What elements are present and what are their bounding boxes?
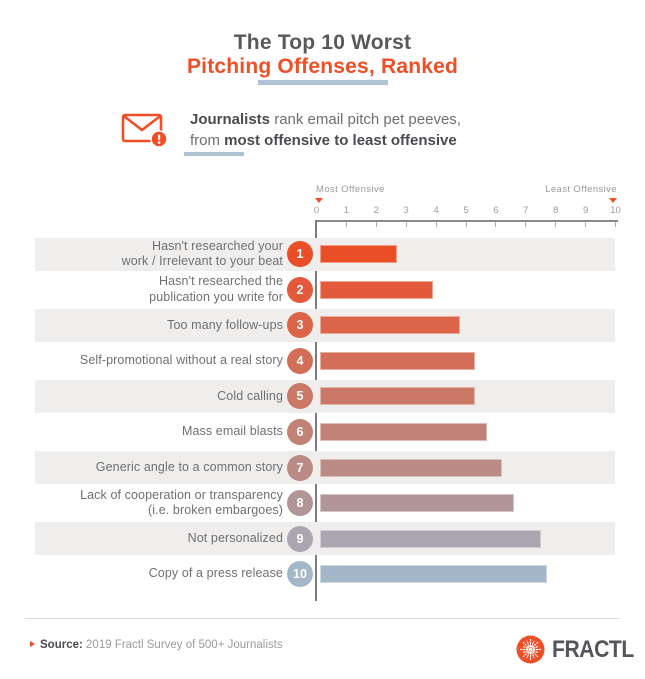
axis-tick-label: 6 [493,205,499,216]
rank-badge: 9 [287,525,313,552]
subtitle: Journalists rank email pitch pet peeves,… [190,109,461,151]
rank-bar [320,316,461,335]
table-row: Generic angle to a common story 7 [35,451,615,484]
axis-tick-mark [585,222,587,227]
offense-label: Hasn't researched your work / Irrelevant … [121,238,283,269]
rank-bar [320,245,398,264]
offense-label: Self-promotional without a real story [79,353,283,368]
axis-tick-mark [375,222,377,227]
offense-label: Copy of a press release [148,566,283,581]
rank-badge: 6 [287,418,313,445]
bar-chart-rows: Hasn't researched your work / Irrelevant … [35,238,615,593]
subtitle-lead-rest: rank email pitch pet peeves, [270,111,461,128]
axis-tick-mark [495,222,497,227]
source-bullet-icon [30,641,35,647]
axis-tick-mark [525,222,527,227]
offense-label: Lack of cooperation or transparency (i.e.… [80,487,283,518]
rank-bar [320,529,541,548]
rank-badge: 3 [287,312,313,339]
axis-tick-mark [435,222,437,227]
axis-tick-label: 9 [582,205,589,216]
table-row: Hasn't researched your work / Irrelevant … [35,238,615,271]
table-row: Too many follow-ups 3 [35,309,615,342]
axis-tick-label: 4 [433,205,439,216]
source-note: Source: 2019 Fractl Survey of 500+ Journ… [30,639,283,651]
axis-tick-label: 10 [610,205,621,216]
footer-divider [25,618,620,619]
table-row: Not personalized 9 [35,522,615,555]
table-row: Lack of cooperation or transparency (i.e.… [35,487,615,520]
axis-tick-label: 7 [523,205,529,216]
rank-badge: 1 [287,241,313,268]
most-offensive-marker-icon [315,198,323,203]
axis-tick-label: 0 [313,205,320,216]
axis-tick-label: 8 [553,205,559,216]
rank-bar [320,280,434,299]
offense-label: Hasn't researched the publication you wri… [149,274,283,304]
table-row: Hasn't researched the publication you wri… [35,274,615,307]
least-offensive-marker-icon [609,198,617,203]
offense-label: Mass email blasts [181,424,283,439]
rank-bar [320,565,547,584]
rank-bar [320,387,475,406]
source-label: Source: [40,639,83,651]
axis-tick-mark [405,222,407,227]
rank-badge: 2 [287,276,313,303]
rank-badge: 4 [287,347,313,374]
axis-tick-mark [465,222,467,227]
rank-bar [320,351,475,370]
axis-tick-mark [555,222,557,227]
axis-line-horizontal [315,220,618,222]
page-title-line2: Pitching Offenses, Ranked [186,55,459,78]
table-row: Cold calling 5 [35,380,615,413]
axis-label-most-offensive: Most Offensive [316,184,385,195]
rank-badge: 5 [287,383,313,410]
rank-bar [320,458,502,477]
rank-badge: 10 [287,561,313,588]
title-underline [258,80,388,85]
axis-label-least-offensive: Least Offensive [545,184,617,195]
subtitle-bold-range: most offensive to least offensive [224,132,457,149]
table-row: Mass email blasts 6 [35,416,615,449]
rank-bar [320,422,487,441]
table-row: Copy of a press release 10 [35,558,615,591]
fractl-logo-text: FRACTL [552,635,634,663]
offense-label: Generic angle to a common story [95,459,283,474]
axis-tick-label: 3 [403,205,409,216]
source-text: 2019 Fractl Survey of 500+ Journalists [82,639,283,651]
fractl-logo-icon [516,635,545,664]
axis-tick-mark [615,222,616,227]
fractl-logo: FRACTL [516,635,645,664]
axis-tick-label: 5 [463,205,469,216]
subtitle-bold-journalists: Journalists [190,111,271,128]
offense-label: Cold calling [217,388,283,403]
subtitle-underline [184,152,244,156]
rank-badge: 7 [287,454,313,481]
rank-badge: 8 [287,490,313,517]
offense-label: Not personalized [187,530,283,545]
axis-tick-label: 2 [373,205,379,216]
offense-label: Too many follow-ups [167,317,283,332]
table-row: Self-promotional without a real story 4 [35,345,615,378]
page-title-line1: The Top 10 Worst [233,31,412,54]
axis-tick-label: 1 [343,205,350,216]
rank-bar [320,494,514,513]
axis-tick-mark [345,222,347,227]
email-alert-icon [121,110,169,155]
subtitle-line2-pre: from [190,132,225,149]
